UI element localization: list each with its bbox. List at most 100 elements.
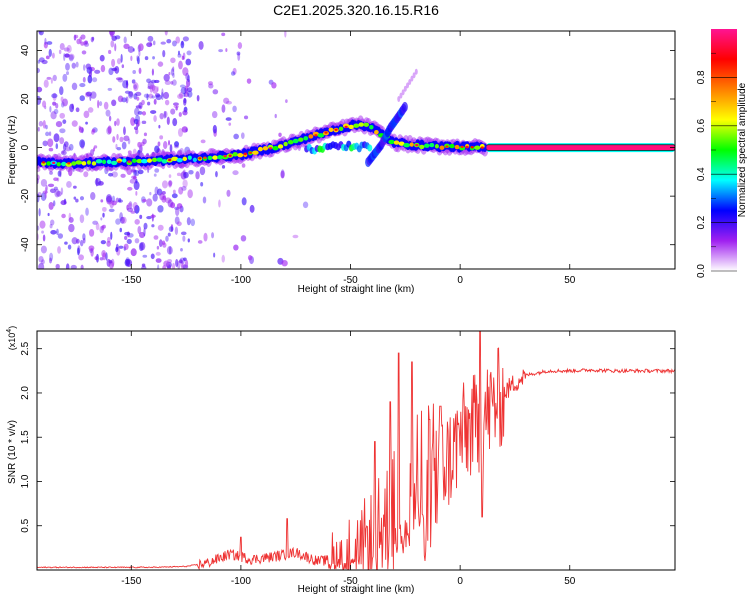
snr-series-line bbox=[37, 331, 675, 570]
spectrogram-speckle bbox=[119, 227, 123, 233]
spectrogram-speckle bbox=[68, 143, 74, 151]
snr-ytick-label: 2.5 bbox=[20, 341, 31, 355]
spectrogram-speckle bbox=[114, 43, 117, 52]
spectrogram-branch-tail bbox=[401, 89, 405, 96]
spectrogram-speckle bbox=[77, 247, 80, 256]
spectrogram-speckle bbox=[140, 141, 145, 147]
spectrogram-speckle bbox=[114, 35, 121, 40]
spectrogram-speckle bbox=[175, 105, 178, 111]
spectrogram-speckle bbox=[180, 231, 187, 236]
spectrogram-ridge-peak bbox=[46, 161, 52, 166]
spectrogram-speckle bbox=[102, 206, 107, 212]
spectrogram-speckle bbox=[138, 49, 141, 57]
spectrogram-speckle bbox=[174, 144, 179, 149]
spectrogram-speckle bbox=[149, 191, 152, 196]
spectrogram-speckle bbox=[37, 95, 42, 105]
spectrogram-speckle bbox=[85, 121, 88, 125]
spectrogram-speckle bbox=[150, 214, 156, 218]
spectrogram-speckle bbox=[154, 145, 160, 154]
spectrogram-speckle bbox=[141, 111, 147, 116]
spectrogram-speckle bbox=[59, 86, 64, 96]
spectrogram-speckle bbox=[125, 257, 130, 265]
spectrogram-speckle bbox=[181, 126, 188, 133]
spectrogram-speckle bbox=[185, 58, 192, 66]
snr-ticks: -150 -100 -50 0 50 0.5 1.0 1.5 2.0 2.5 bbox=[20, 331, 675, 587]
spectrogram-branch bbox=[401, 101, 408, 112]
spectrogram-speckle bbox=[59, 112, 66, 119]
spectrogram-speckle bbox=[226, 189, 231, 197]
spectrogram-speckle bbox=[166, 246, 173, 255]
spectrogram-speckle bbox=[92, 147, 96, 152]
spectrogram-xtick-label: -100 bbox=[231, 275, 251, 286]
spectrogram-speckle bbox=[127, 46, 135, 53]
spectrogram-speckle bbox=[133, 93, 138, 100]
spectrogram-ridge-peak bbox=[369, 125, 374, 130]
snr-frame bbox=[36, 330, 676, 571]
spectrogram-speckle bbox=[99, 257, 104, 261]
spectrogram-speckle bbox=[182, 52, 186, 60]
spectrogram-ridge-peak bbox=[61, 161, 67, 167]
spectrogram-speckle bbox=[130, 210, 136, 214]
spectrogram-speckle bbox=[47, 183, 55, 188]
spectrogram-speckle bbox=[184, 259, 189, 268]
spectrogram-speckle bbox=[37, 225, 40, 231]
spectrogram-speckle bbox=[130, 55, 133, 61]
spectrogram-speckle bbox=[133, 181, 140, 191]
spectrogram-speckle bbox=[107, 125, 112, 134]
spectrogram-speckle bbox=[274, 113, 277, 119]
spectrogram-speckle bbox=[42, 234, 46, 242]
spectrogram-ridge-peak bbox=[298, 137, 304, 142]
spectrogram-speckle bbox=[153, 115, 157, 123]
spectrogram-speckle bbox=[141, 120, 147, 125]
spectrogram-speckle bbox=[90, 91, 97, 99]
spectrogram-speckle bbox=[280, 169, 285, 179]
spectrogram-speckle bbox=[179, 92, 184, 98]
spectrogram-speckle bbox=[183, 171, 189, 179]
spectrogram-speckle bbox=[131, 175, 137, 180]
spectrogram-speckle bbox=[82, 76, 86, 83]
spectrogram-speckle bbox=[126, 238, 132, 245]
spectrogram-speckle bbox=[55, 143, 59, 150]
spectrogram-speckle bbox=[225, 117, 232, 121]
spectrogram-ticks: -150 -100 -50 0 50 -40 -20 0 20 40 bbox=[20, 31, 675, 286]
spectrogram-speckle bbox=[50, 77, 53, 84]
spectrogram-ridge-peak bbox=[106, 159, 112, 164]
spectrogram-speckle bbox=[232, 67, 237, 75]
spectrogram-ridge-hotspot bbox=[334, 128, 338, 131]
spectrogram-branch-tail bbox=[406, 82, 410, 89]
spectrogram-speckle bbox=[127, 202, 132, 207]
spectrogram-speckle bbox=[103, 101, 109, 110]
spectrogram-speckle bbox=[146, 42, 153, 48]
spectrogram-speckle bbox=[89, 93, 92, 101]
spectrogram-speckle bbox=[146, 78, 152, 84]
spectrogram-speckle bbox=[105, 109, 111, 117]
spectrogram-ridge-peak bbox=[409, 142, 414, 147]
spectrogram-ridge-hotspot bbox=[228, 154, 232, 157]
spectrogram-speckle bbox=[172, 262, 176, 269]
spectrogram-ridge-peak bbox=[328, 127, 334, 132]
spectrogram-ridge-peak bbox=[449, 143, 455, 149]
spectrogram-frame bbox=[36, 30, 676, 270]
spectrogram-ridge-hotspot bbox=[344, 125, 348, 129]
spectrogram-ridge-peak bbox=[187, 155, 192, 160]
spectrogram-speckle bbox=[123, 243, 129, 250]
spectrogram-branch-tail bbox=[403, 85, 407, 92]
spectrogram-speckle bbox=[56, 177, 60, 182]
spectrogram-speckle bbox=[48, 131, 52, 137]
spectrogram-speckle bbox=[142, 199, 147, 203]
spectrogram-speckle bbox=[184, 85, 189, 94]
spectrogram-speckle bbox=[237, 42, 243, 49]
spectrogram-speckle bbox=[40, 179, 48, 187]
spectrogram-speckle bbox=[168, 246, 172, 255]
spectrogram-speckle bbox=[212, 89, 219, 95]
spectrogram-speckle bbox=[115, 197, 120, 203]
spectrogram-speckle bbox=[108, 259, 113, 264]
spectrogram-ridge-peak bbox=[474, 145, 481, 150]
spectrogram-ridge-peak bbox=[303, 136, 309, 141]
spectrogram-speckle bbox=[114, 120, 117, 127]
spectrogram-ridge-peak bbox=[86, 160, 92, 165]
spectrogram-ridge-hotspot bbox=[324, 131, 328, 134]
spectrogram-speckle bbox=[48, 147, 54, 152]
spectrogram-speckle bbox=[73, 185, 77, 189]
spectrogram-speckle bbox=[98, 101, 103, 107]
